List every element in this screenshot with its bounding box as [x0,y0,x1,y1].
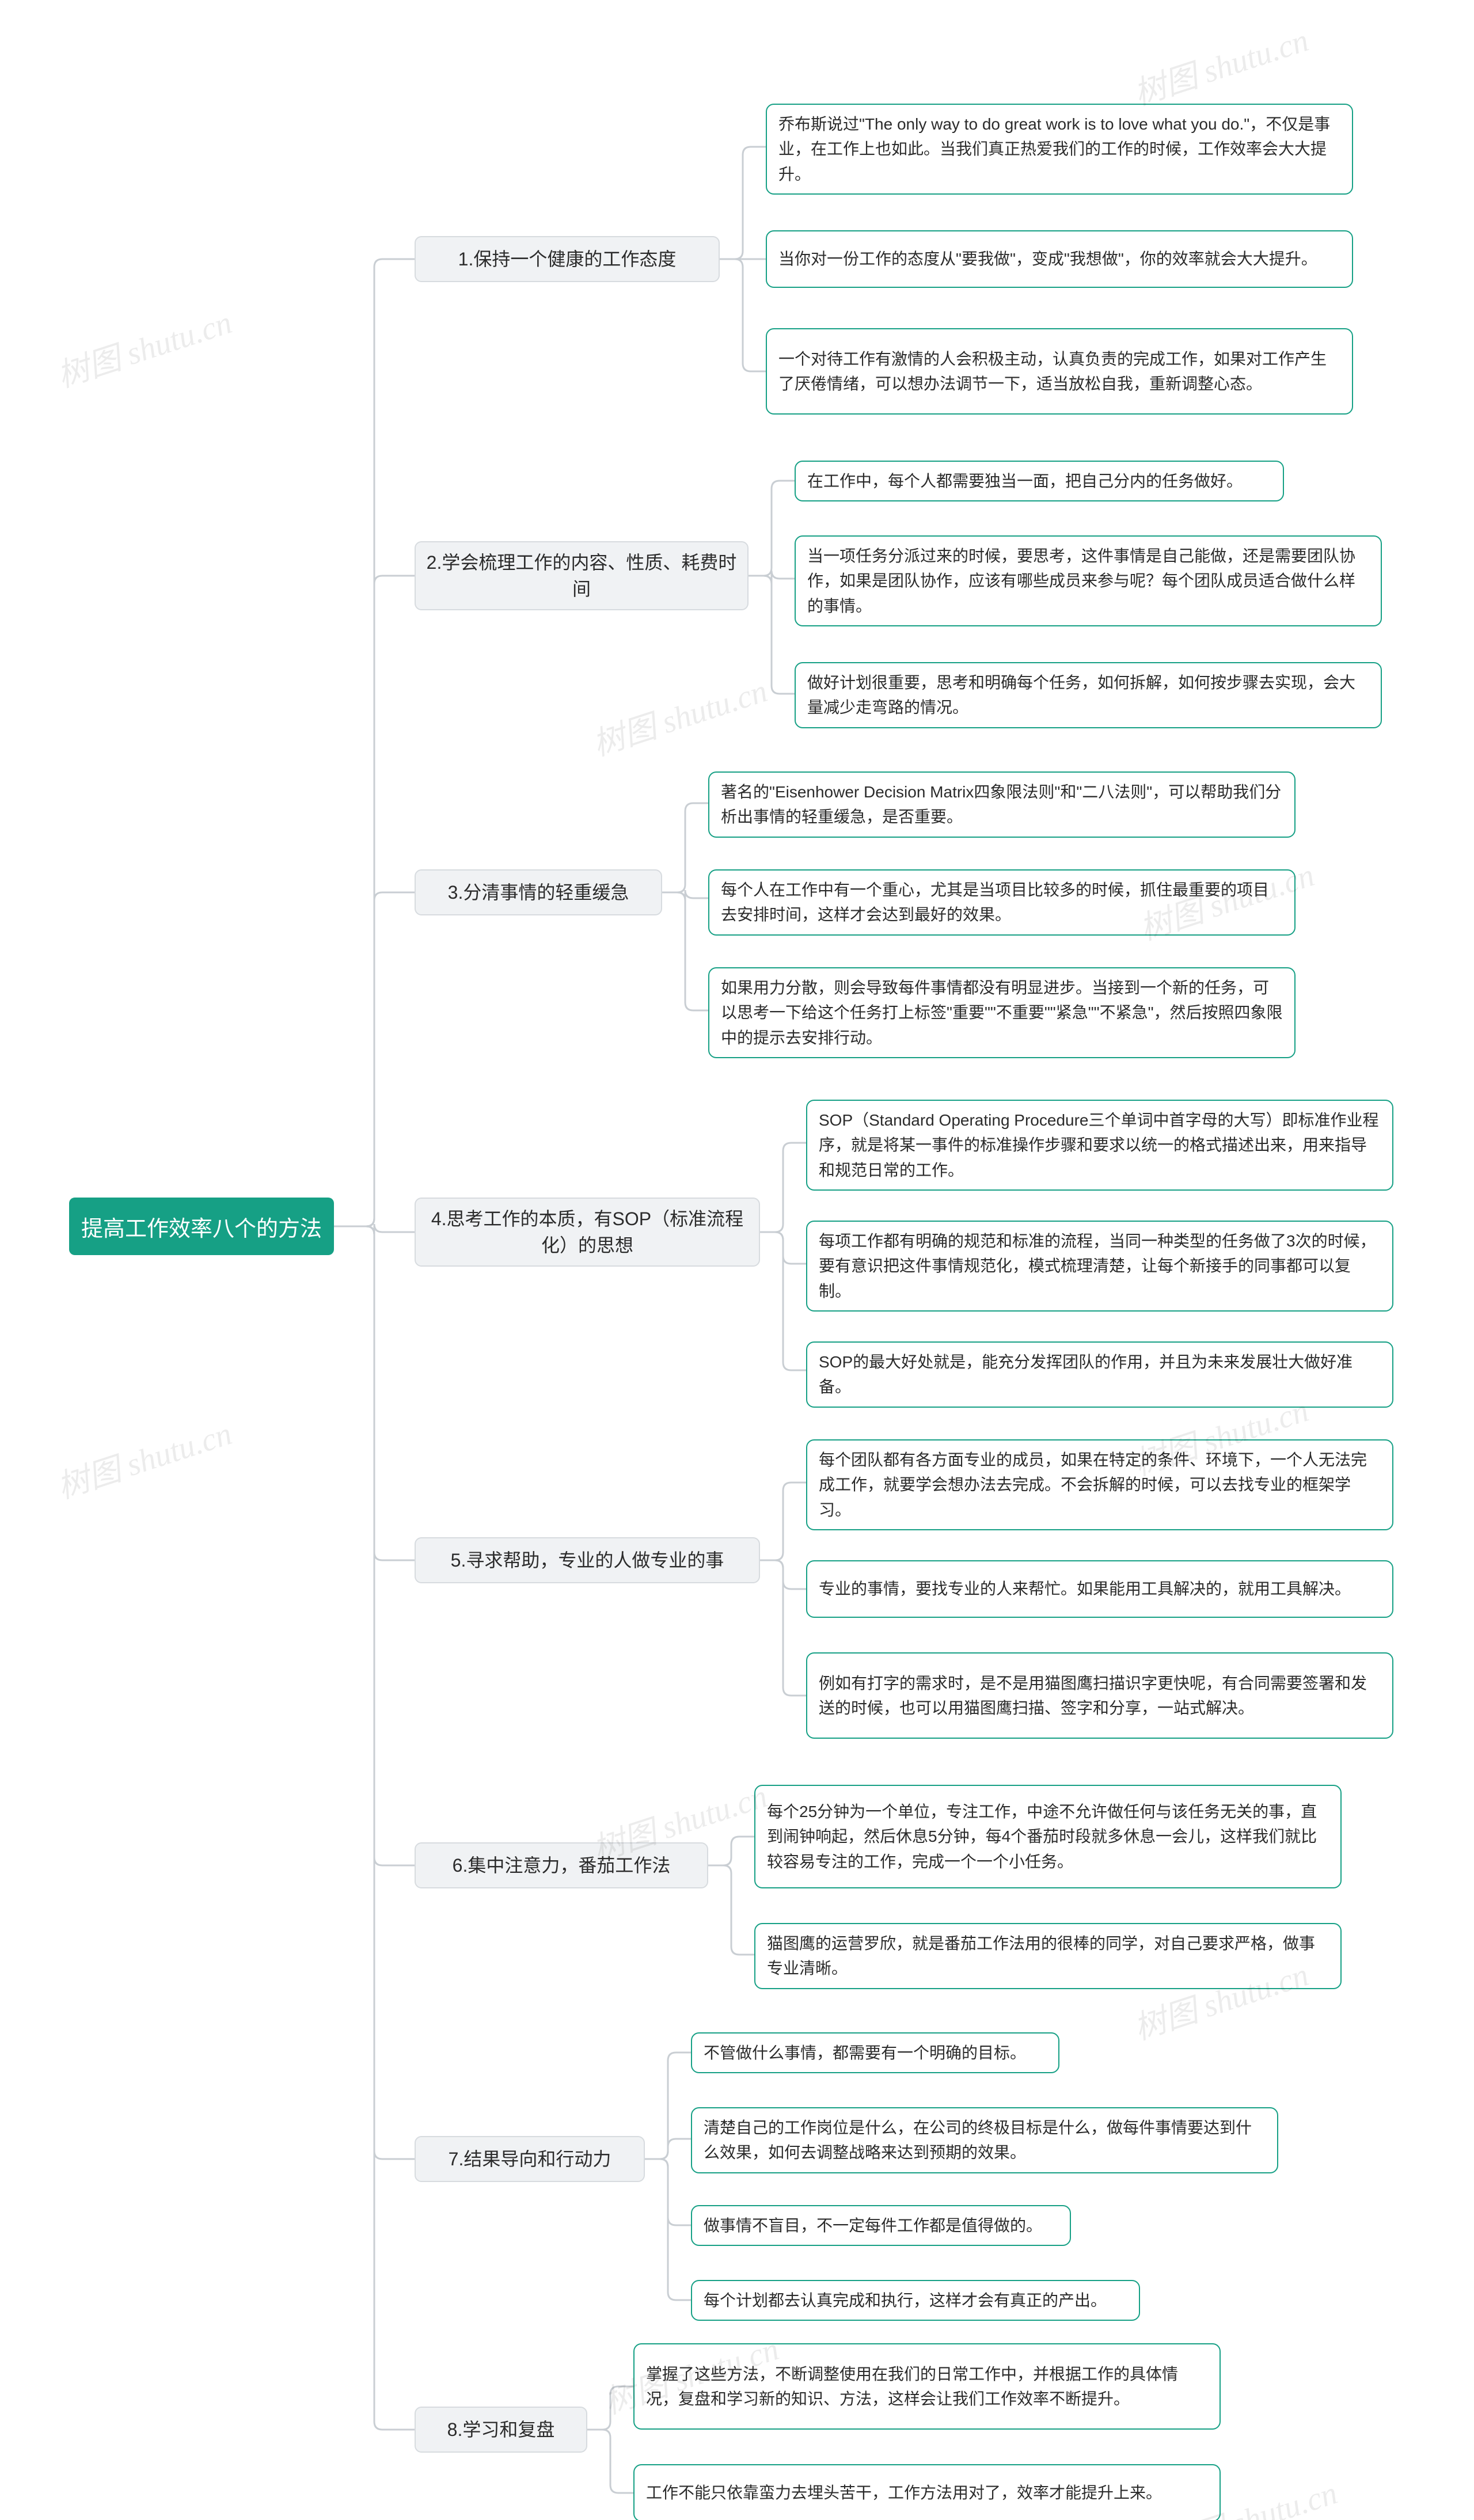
leaf-node-2-3: 做好计划很重要，思考和明确每个任务，如何拆解，如何按步骤去实现，会大量减少走弯路… [795,662,1382,728]
branch-node-5: 5.寻求帮助，专业的人做专业的事 [415,1537,760,1583]
leaf-node-7-1: 不管做什么事情，都需要有一个明确的目标。 [691,2032,1059,2073]
watermark: 树图 shutu.cn [586,665,772,765]
branch-node-7: 7.结果导向和行动力 [415,2136,645,2182]
leaf-node-6-1: 每个25分钟为一个单位，专注工作，中途不允许做任何与该任务无关的事，直到闹钟响起… [754,1785,1342,1888]
watermark: 树图 shutu.cn [50,1408,237,1508]
leaf-node-1-2: 当你对一份工作的态度从"要我做"，变成"我想做"，你的效率就会大大提升。 [766,230,1353,288]
leaf-node-4-3: SOP的最大好处就是，能充分发挥团队的作用，并且为未来发展壮大做好准备。 [806,1341,1393,1408]
leaf-node-1-3: 一个对待工作有激情的人会积极主动，认真负责的完成工作，如果对工作产生了厌倦情绪，… [766,328,1353,415]
leaf-node-4-1: SOP（Standard Operating Procedure三个单词中首字母… [806,1100,1393,1191]
leaf-node-5-2: 专业的事情，要找专业的人来帮忙。如果能用工具解决的，就用工具解决。 [806,1560,1393,1618]
leaf-node-3-2: 每个人在工作中有一个重心，尤其是当项目比较多的时候，抓住最重要的项目去安排时间，… [708,869,1296,936]
leaf-node-2-1: 在工作中，每个人都需要独当一面，把自己分内的任务做好。 [795,461,1284,501]
leaf-node-4-2: 每项工作都有明确的规范和标准的流程，当同一种类型的任务做了3次的时候，要有意识把… [806,1221,1393,1312]
leaf-node-1-1: 乔布斯说过"The only way to do great work is t… [766,104,1353,195]
leaf-node-2-2: 当一项任务分派过来的时候，要思考，这件事情是自己能做，还是需要团队协作，如果是团… [795,535,1382,626]
leaf-node-5-1: 每个团队都有各方面专业的成员，如果在特定的条件、环境下，一个人无法完成工作，就要… [806,1439,1393,1530]
watermark: 树图 shutu.cn [1127,14,1313,115]
root-node: 提高工作效率八个的方法 [69,1198,334,1255]
branch-node-2: 2.学会梳理工作的内容、性质、耗费时间 [415,541,749,610]
leaf-node-7-2: 清楚自己的工作岗位是什么，在公司的终极目标是什么，做每件事情要达到什么效果，如何… [691,2107,1278,2173]
branch-node-6: 6.集中注意力，番茄工作法 [415,1842,708,1888]
leaf-node-8-2: 工作不能只依靠蛮力去埋头苦干，工作方法用对了，效率才能提升上来。 [633,2464,1221,2520]
leaf-node-7-3: 做事情不盲目，不一定每件工作都是值得做的。 [691,2205,1071,2246]
leaf-node-6-2: 猫图鹰的运营罗欣，就是番茄工作法用的很棒的同学，对自己要求严格，做事专业清晰。 [754,1923,1342,1989]
watermark: 树图 shutu.cn [50,297,237,397]
leaf-node-5-3: 例如有打字的需求时，是不是用猫图鹰扫描识字更快呢，有合同需要签署和发送的时候，也… [806,1652,1393,1739]
branch-node-4: 4.思考工作的本质，有SOP（标准流程化）的思想 [415,1198,760,1267]
branch-node-8: 8.学习和复盘 [415,2407,587,2453]
leaf-node-3-3: 如果用力分散，则会导致每件事情都没有明显进步。当接到一个新的任务，可以思考一下给… [708,967,1296,1058]
leaf-node-3-1: 著名的"Eisenhower Decision Matrix四象限法则"和"二八… [708,771,1296,838]
branch-node-1: 1.保持一个健康的工作态度 [415,236,720,282]
leaf-node-8-1: 掌握了这些方法，不断调整使用在我们的日常工作中，并根据工作的具体情况，复盘和学习… [633,2343,1221,2430]
branch-node-3: 3.分清事情的轻重缓急 [415,869,662,915]
leaf-node-7-4: 每个计划都去认真完成和执行，这样才会有真正的产出。 [691,2280,1140,2321]
mindmap-canvas: 提高工作效率八个的方法 1.保持一个健康的工作态度乔布斯说过"The only w… [0,0,1474,2520]
